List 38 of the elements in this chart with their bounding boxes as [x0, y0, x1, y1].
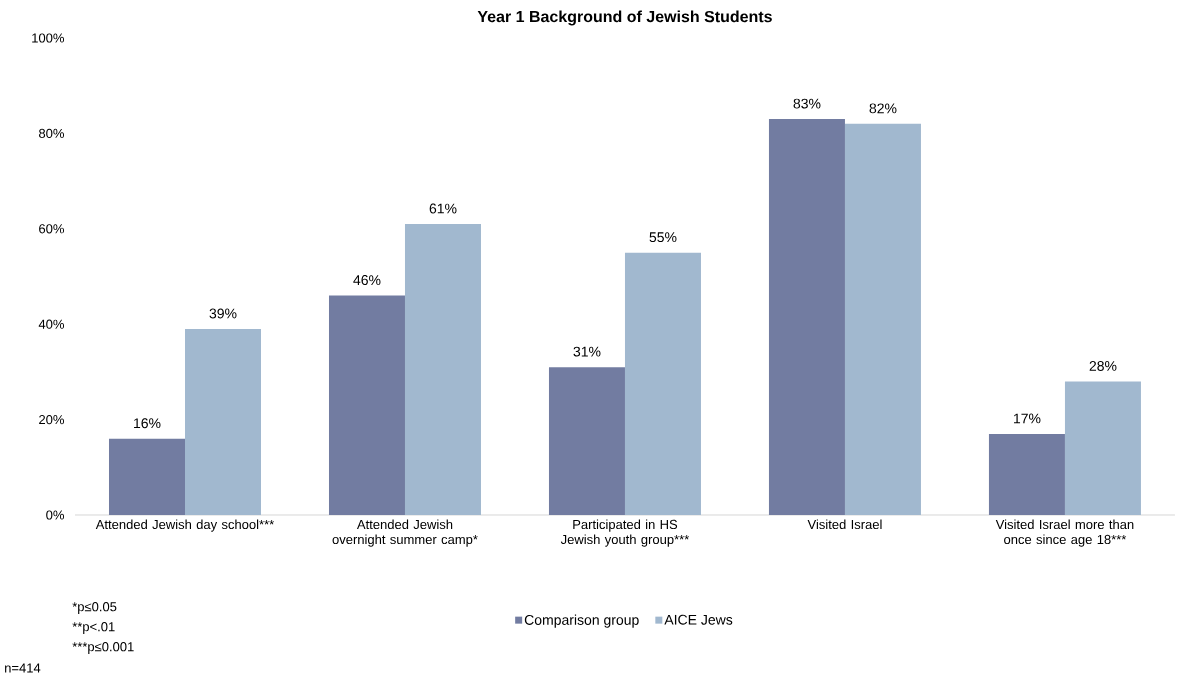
text: *p≤0.05 [72, 602, 117, 614]
data-label: 16% [134, 418, 161, 429]
bar [844, 123, 921, 515]
bar [1064, 381, 1141, 515]
x-tick-label: Visited Israel more than once since age 18*** [995, 519, 1134, 547]
legend-label: AICE Jews [664, 614, 733, 625]
bar [185, 328, 261, 515]
data-label: 46% [353, 275, 381, 286]
y-tick-label: 80% [39, 128, 65, 138]
y-tick-label: 100% [32, 33, 65, 43]
x-tick-label: Participated in HS Jewish youth group*** [560, 519, 690, 547]
data-label: 83% [793, 98, 821, 109]
text: n=414 [5, 663, 41, 673]
bar [988, 433, 1065, 515]
bar [768, 119, 845, 515]
bar [404, 224, 481, 515]
text: ***p≤0.001 [72, 642, 134, 654]
text: **p<.01 [72, 622, 115, 634]
bar [548, 367, 625, 515]
data-label: 39% [209, 308, 237, 319]
data-label: 31% [573, 346, 601, 357]
y-tick-label: 20% [39, 414, 65, 425]
bar [624, 252, 701, 515]
data-label: 55% [649, 232, 677, 243]
data-label: 61% [429, 203, 457, 214]
chart-title: Year 1 Background of Jewish Students [477, 10, 772, 26]
x-tick-label: Visited Israel [807, 519, 882, 530]
y-tick-label: 40% [38, 319, 65, 329]
y-tick-label: 0% [46, 510, 65, 520]
data-label: 17% [1014, 413, 1041, 424]
x-tick-label: Attended Jewish day school*** [95, 519, 274, 532]
legend-label: Comparison group [524, 614, 639, 628]
bar [328, 295, 405, 515]
y-tick-label: 60% [39, 224, 65, 234]
data-label: 82% [869, 103, 897, 114]
x-tick-label: Attended Jewish overnight summer camp* [332, 519, 478, 547]
data-label: 28% [1089, 360, 1117, 371]
bar [108, 438, 185, 515]
